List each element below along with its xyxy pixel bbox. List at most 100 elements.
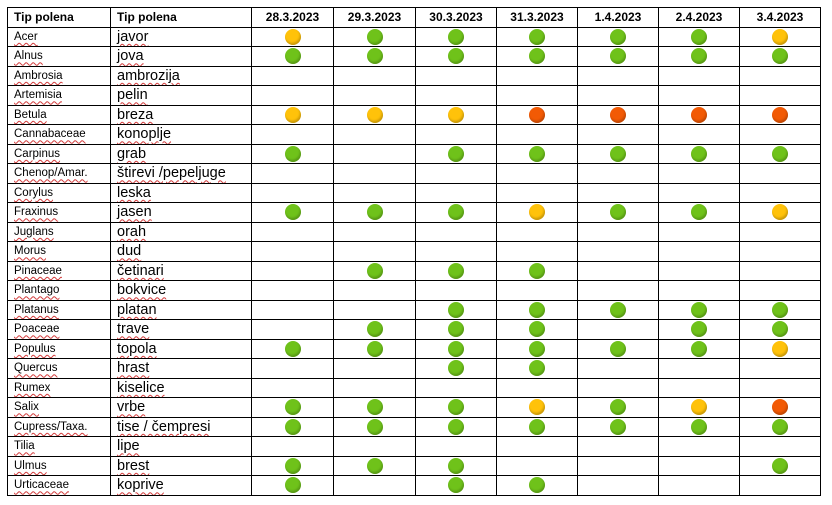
table-row: Platanus platan — [7, 299, 821, 320]
low-level-dot-icon — [691, 418, 707, 435]
table-row: Corylus leska — [7, 182, 821, 203]
local-name: orah — [117, 223, 147, 240]
local-name-cell: kiselice — [110, 377, 252, 398]
local-name: grab — [117, 145, 147, 162]
level-cell — [739, 241, 821, 262]
latin-name: Juglans — [14, 225, 54, 238]
latin-name: Poaceae — [14, 323, 60, 336]
level-cell — [658, 46, 740, 67]
level-cell — [577, 260, 659, 281]
moderate-level-dot-icon — [772, 340, 788, 357]
level-cell — [577, 455, 659, 476]
low-level-dot-icon — [529, 301, 545, 318]
low-level-dot-icon — [529, 321, 545, 338]
latin-name-cell: Morus — [7, 241, 111, 262]
table-row: Poaceae trave — [7, 319, 821, 340]
low-level-dot-icon — [284, 340, 301, 357]
table-row: Fraxinus jasen — [7, 202, 821, 223]
low-level-dot-icon — [284, 477, 301, 494]
latin-name-cell: Corylus — [7, 182, 111, 203]
level-cell — [415, 397, 497, 418]
level-cell — [577, 436, 659, 457]
level-cell — [251, 104, 334, 125]
level-cell — [251, 416, 334, 437]
low-level-dot-icon — [366, 262, 383, 279]
level-cell — [577, 416, 659, 437]
header-local: Tip polena — [110, 7, 252, 28]
level-cell — [333, 221, 416, 242]
level-cell — [415, 338, 497, 359]
table-row: Ulmus brest — [7, 455, 821, 476]
level-cell — [496, 65, 578, 86]
local-name-cell: tise / čempresi — [110, 416, 252, 437]
level-cell — [658, 475, 740, 496]
level-cell — [496, 416, 578, 437]
table-body: Acer javor Alnus jova Ambrosia ambrozija Artem… — [7, 26, 821, 496]
level-cell — [333, 358, 416, 379]
latin-name-cell: Tilia — [7, 436, 111, 457]
table-row: Tilia lipe — [7, 436, 821, 457]
high-level-dot-icon — [529, 106, 545, 123]
level-cell — [415, 46, 497, 67]
latin-name-cell: Cannabaceae — [7, 124, 111, 145]
table-row: Acer javor — [7, 26, 821, 47]
latin-name-cell: Salix — [7, 397, 111, 418]
level-cell — [496, 260, 578, 281]
local-name-cell: štirevi /pepeljuge — [110, 163, 252, 184]
table-row: Cannabaceae konoplje — [7, 124, 821, 145]
level-cell — [739, 104, 821, 125]
latin-name: Plantago — [14, 284, 60, 297]
level-cell — [251, 436, 334, 457]
level-cell — [658, 299, 740, 320]
level-cell — [415, 241, 497, 262]
level-cell — [496, 280, 578, 301]
level-cell — [658, 436, 740, 457]
local-name: pelin — [117, 87, 148, 104]
table-row: Juglans orah — [7, 221, 821, 242]
latin-name: Platanus — [14, 303, 59, 316]
level-cell — [333, 280, 416, 301]
low-level-dot-icon — [366, 28, 383, 45]
level-cell — [739, 397, 821, 418]
latin-name: Fraxinus — [14, 206, 59, 219]
level-cell — [496, 202, 578, 223]
latin-name: Carpinus — [14, 147, 61, 160]
low-level-dot-icon — [529, 340, 545, 357]
local-name-cell: jova — [110, 46, 252, 67]
level-cell — [251, 124, 334, 145]
low-level-dot-icon — [284, 145, 301, 162]
header-row: Tip polena Tip polena 28.3.2023 29.3.202… — [7, 7, 821, 28]
low-level-dot-icon — [529, 48, 545, 65]
latin-name: Betula — [14, 108, 47, 121]
level-cell — [496, 143, 578, 164]
latin-name: Ambrosia — [14, 69, 63, 82]
high-level-dot-icon — [772, 106, 788, 123]
latin-name: Artemisia — [14, 89, 62, 102]
low-level-dot-icon — [529, 262, 545, 279]
latin-name: Alnus — [14, 50, 43, 63]
latin-name: Cupress/Taxa. — [14, 420, 88, 433]
level-cell — [415, 202, 497, 223]
level-cell — [739, 202, 821, 223]
local-name: kiselice — [117, 379, 165, 396]
level-cell — [739, 124, 821, 145]
level-cell — [496, 397, 578, 418]
level-cell — [739, 221, 821, 242]
level-cell — [496, 338, 578, 359]
level-cell — [251, 319, 334, 340]
moderate-level-dot-icon — [772, 204, 788, 221]
table-row: Alnus jova — [7, 46, 821, 67]
table-row: Urticaceae koprive — [7, 475, 821, 496]
table-row: Chenop/Amar. štirevi /pepeljuge — [7, 163, 821, 184]
low-level-dot-icon — [448, 340, 464, 357]
level-cell — [496, 85, 578, 106]
header-date: 31.3.2023 — [496, 7, 578, 28]
local-name: ambrozija — [117, 67, 180, 84]
level-cell — [333, 143, 416, 164]
level-cell — [251, 46, 334, 67]
level-cell — [251, 358, 334, 379]
local-name-cell: pelin — [110, 85, 252, 106]
latin-name: Corylus — [14, 186, 53, 199]
level-cell — [333, 26, 416, 47]
level-cell — [739, 182, 821, 203]
